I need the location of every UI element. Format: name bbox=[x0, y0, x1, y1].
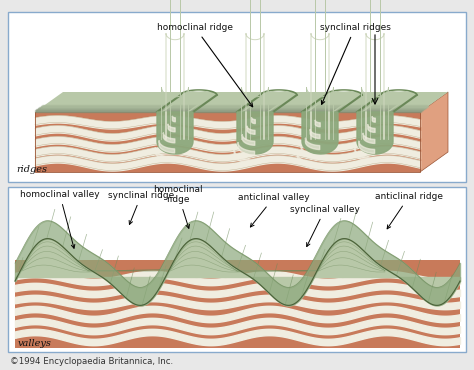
Polygon shape bbox=[237, 112, 273, 154]
Text: homoclinal ridge: homoclinal ridge bbox=[157, 23, 253, 107]
Text: synclinal ridges: synclinal ridges bbox=[319, 23, 391, 104]
Text: valleys: valleys bbox=[18, 339, 52, 348]
Text: anticlinal ridge: anticlinal ridge bbox=[375, 192, 443, 229]
Bar bbox=[8, 187, 466, 352]
Bar bbox=[8, 12, 466, 182]
Text: synclinal valley: synclinal valley bbox=[290, 205, 360, 246]
Polygon shape bbox=[302, 112, 338, 154]
Text: homoclinal
ridge: homoclinal ridge bbox=[153, 185, 203, 228]
Polygon shape bbox=[357, 112, 393, 154]
Text: anticlinal valley: anticlinal valley bbox=[238, 193, 310, 227]
Polygon shape bbox=[157, 112, 193, 154]
Text: ©1994 Encyclopaedia Britannica, Inc.: ©1994 Encyclopaedia Britannica, Inc. bbox=[10, 357, 173, 366]
Text: synclinal ridge: synclinal ridge bbox=[108, 191, 174, 225]
Polygon shape bbox=[420, 92, 448, 172]
Text: homoclinal valley: homoclinal valley bbox=[20, 190, 100, 248]
Polygon shape bbox=[35, 92, 448, 112]
Polygon shape bbox=[15, 260, 460, 348]
Polygon shape bbox=[35, 112, 420, 172]
Text: ridges: ridges bbox=[16, 165, 47, 174]
